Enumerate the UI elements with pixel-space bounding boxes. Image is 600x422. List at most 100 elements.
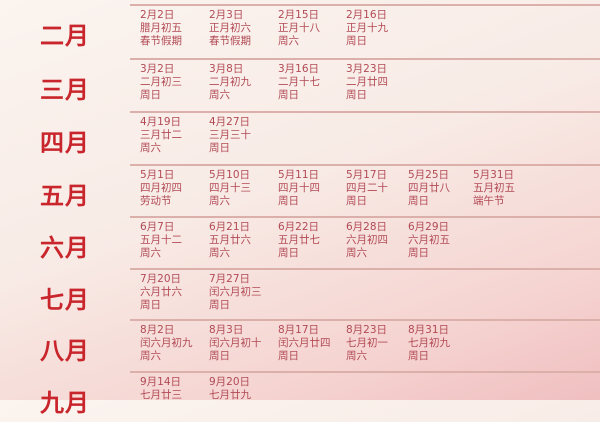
- date-cell: 3月23日 二月廿四 周日: [346, 63, 388, 102]
- date-cell: 3月16日 二月十七 周日: [278, 63, 320, 102]
- date: 9月14日: [140, 376, 182, 388]
- date: 2月15日: [278, 9, 320, 21]
- date-cell: 9月20日 七月廿九: [209, 376, 251, 402]
- date-cell: 3月2日 二月初三 周日: [140, 63, 182, 102]
- lunar-date: 二月初三: [140, 76, 182, 88]
- lunar-date: 二月十七: [278, 76, 320, 88]
- date: 8月3日: [209, 324, 244, 336]
- date: 3月23日: [346, 63, 388, 75]
- weekday-or-holiday: 周日: [408, 195, 429, 207]
- lunar-date: 正月初六: [209, 22, 251, 34]
- weekday-or-holiday: 周六: [209, 195, 230, 207]
- weekday-or-holiday: 周日: [346, 195, 367, 207]
- weekday-or-holiday: 周日: [209, 142, 230, 154]
- month-label: 八月: [40, 337, 90, 365]
- lunar-date: 六月初五: [408, 234, 450, 246]
- month-label: 六月: [40, 234, 90, 262]
- date-cell: 5月11日 四月十四 周日: [278, 169, 320, 208]
- lunar-date: 六月初四: [346, 234, 388, 246]
- date-cell: 2月16日 正月十九 周日: [346, 9, 388, 48]
- date-cell: 5月25日 四月廿八 周日: [408, 169, 450, 208]
- date: 2月2日: [140, 9, 175, 21]
- date-cell: 8月2日 闰六月初九 周六: [140, 324, 193, 363]
- weekday-or-holiday: 春节假期: [209, 35, 251, 47]
- weekday-or-holiday: 周日: [278, 89, 299, 101]
- weekday-or-holiday: 周日: [278, 195, 299, 207]
- date-cell: 9月14日 七月廿三: [140, 376, 182, 402]
- date-cell: 6月7日 五月十二 周六: [140, 221, 182, 260]
- date: 8月2日: [140, 324, 175, 336]
- date: 5月10日: [209, 169, 251, 181]
- month-row: 六月 6月7日 五月十二 周六 6月21日 五月廿六 周六 6月22日 五月廿七 周日 6月28日六…: [0, 215, 600, 267]
- row-divider: [130, 58, 600, 60]
- lunar-date: 五月十二: [140, 234, 182, 246]
- date: 4月19日: [140, 116, 182, 128]
- date-cell: 2月3日 正月初六 春节假期: [209, 9, 251, 48]
- date: 3月2日: [140, 63, 175, 75]
- month-label: 三月: [40, 76, 90, 104]
- date: 8月31日: [408, 324, 450, 336]
- lunar-date: 闰六月初九: [140, 337, 193, 349]
- lunar-date: 正月十八: [278, 22, 320, 34]
- weekday-or-holiday: 周六: [209, 89, 230, 101]
- date-cell: 7月20日 六月廿六 周日: [140, 273, 182, 312]
- month-row: 二月 2月2日 腊月初五 春节假期 2月3日 正月初六 春节假期 2月15日 正月十八 周六 2月1…: [0, 3, 600, 55]
- month-label: 二月: [40, 22, 90, 50]
- weekday-or-holiday: 周六: [346, 350, 367, 362]
- lunar-date: 七月初一: [346, 337, 388, 349]
- lunar-date: 七月初九: [408, 337, 450, 349]
- month-row: 七月 7月20日 六月廿六 周日 7月27日 闰六月初三 周日: [0, 267, 600, 319]
- month-label: 九月: [40, 389, 90, 417]
- row-divider: [130, 268, 600, 270]
- weekday-or-holiday: 周日: [408, 247, 429, 259]
- date-cell: 8月3日 闰六月初十 周日: [209, 324, 262, 363]
- date-cell: 2月2日 腊月初五 春节假期: [140, 9, 182, 48]
- date: 5月31日: [473, 169, 515, 181]
- weekday-or-holiday: 周六: [140, 350, 161, 362]
- row-divider: [130, 371, 600, 373]
- month-row: 三月 3月2日 二月初三 周日 3月8日 二月初九 周六 3月16日 二月十七 周日 3月23日 二月…: [0, 57, 600, 109]
- date: 9月20日: [209, 376, 251, 388]
- date: 6月22日: [278, 221, 320, 233]
- lunar-date: 七月廿九: [209, 389, 251, 401]
- lunar-date: 四月廿八: [408, 182, 450, 194]
- lunar-date: 五月廿六: [209, 234, 251, 246]
- date: 2月16日: [346, 9, 388, 21]
- weekday-or-holiday: 周日: [346, 35, 367, 47]
- lunar-date: 四月十三: [209, 182, 251, 194]
- date-cell: 4月19日 三月廿二 周六: [140, 116, 182, 155]
- weekday-or-holiday: 周六: [278, 35, 299, 47]
- lunar-date: 闰六月初三: [209, 286, 262, 298]
- date: 2月3日: [209, 9, 244, 21]
- row-divider: [130, 111, 600, 113]
- date-cell: 5月31日 五月初五 端午节: [473, 169, 515, 208]
- weekday-or-holiday: 周日: [140, 299, 161, 311]
- month-label: 五月: [40, 182, 90, 210]
- date-cell: 5月1日 四月初四 劳动节: [140, 169, 182, 208]
- date: 6月28日: [346, 221, 388, 233]
- weekday-or-holiday: 周日: [209, 350, 230, 362]
- month-row: 四月 4月19日 三月廿二 周六 4月27日 三月三十 周日: [0, 110, 600, 162]
- lunar-date: 三月三十: [209, 129, 251, 141]
- month-row: 八月 8月2日 闰六月初九 周六 8月3日 闰六月初十 周日 8月17日 闰六月廿四 周日 8月23…: [0, 318, 600, 370]
- lunar-date: 闰六月廿四: [278, 337, 331, 349]
- weekday-or-holiday: 周日: [140, 89, 161, 101]
- date: 8月17日: [278, 324, 320, 336]
- date-cell: 8月23日 七月初一 周六: [346, 324, 388, 363]
- date-cell: 6月21日 五月廿六 周六: [209, 221, 251, 260]
- date-cell: 7月27日 闰六月初三 周日: [209, 273, 262, 312]
- lunar-date: 三月廿二: [140, 129, 182, 141]
- lunar-date: 四月十四: [278, 182, 320, 194]
- weekday-or-holiday: 周六: [140, 247, 161, 259]
- date: 8月23日: [346, 324, 388, 336]
- lunar-date: 五月廿七: [278, 234, 320, 246]
- date-cell: 8月17日 闰六月廿四 周日: [278, 324, 331, 363]
- date-cell: 2月15日 正月十八 周六: [278, 9, 320, 48]
- row-divider: [130, 164, 600, 166]
- lunar-date: 二月初九: [209, 76, 251, 88]
- date: 3月8日: [209, 63, 244, 75]
- date: 4月27日: [209, 116, 251, 128]
- date: 3月16日: [278, 63, 320, 75]
- weekday-or-holiday: 周六: [346, 247, 367, 259]
- lunar-date: 六月廿六: [140, 286, 182, 298]
